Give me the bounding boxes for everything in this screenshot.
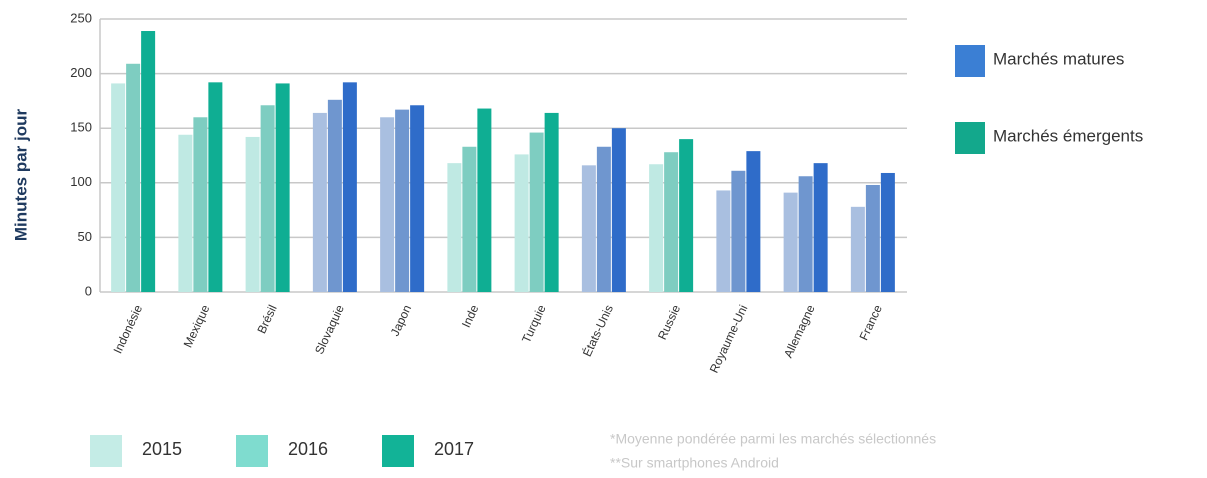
- x-tick-label: Allemagne: [781, 302, 818, 360]
- legend-swatch: [90, 435, 122, 467]
- bar: [679, 139, 694, 292]
- legend-label: 2016: [288, 439, 328, 459]
- y-axis-label: Minutes par jour: [11, 109, 30, 242]
- footnote: **Sur smartphones Android: [610, 455, 779, 471]
- legend-swatch: [382, 435, 414, 467]
- legend-label: 2015: [142, 439, 182, 459]
- bar: [850, 206, 865, 292]
- bar: [477, 108, 492, 292]
- bar: [611, 128, 626, 292]
- bar: [581, 165, 596, 292]
- legend-label: Marchés matures: [993, 49, 1124, 68]
- bar: [544, 112, 559, 292]
- bar: [245, 136, 260, 292]
- bar: [395, 109, 410, 292]
- bar: [462, 146, 477, 292]
- bar: [731, 170, 746, 292]
- x-tick-label: Japon: [388, 303, 415, 339]
- bar: [260, 105, 275, 292]
- bar: [813, 163, 828, 292]
- bar: [514, 154, 529, 292]
- bar: [208, 82, 223, 292]
- bar: [596, 146, 611, 292]
- bar: [447, 163, 462, 292]
- y-tick-label: 50: [78, 229, 92, 244]
- x-tick-label: États-Unis: [579, 302, 616, 359]
- x-tick-label: Royaume-Uni: [707, 303, 751, 375]
- y-tick-label: 0: [85, 283, 92, 298]
- y-tick-label: 250: [70, 10, 92, 25]
- x-tick-label: Turquie: [519, 302, 549, 345]
- bar: [193, 117, 208, 292]
- bar: [783, 192, 798, 292]
- x-tick-label: Brésil: [254, 303, 279, 336]
- y-tick-label: 100: [70, 174, 92, 189]
- bar: [664, 152, 679, 292]
- bar: [798, 176, 813, 292]
- bar: [880, 172, 895, 292]
- x-tick-label: Inde: [459, 302, 482, 329]
- legend-swatch: [236, 435, 268, 467]
- bar: [111, 83, 126, 292]
- bar: [126, 63, 141, 292]
- x-tick-label: France: [856, 302, 885, 342]
- x-tick-label: Indonésie: [111, 302, 146, 355]
- legend-label: Marchés émergents: [993, 126, 1143, 145]
- x-tick-label: Russie: [655, 302, 683, 341]
- footnote: *Moyenne pondérée parmi les marchés séle…: [610, 431, 936, 447]
- bar: [275, 83, 290, 292]
- bar: [178, 134, 193, 292]
- bar: [342, 82, 357, 292]
- bar: [746, 151, 761, 292]
- y-tick-label: 200: [70, 65, 92, 80]
- x-tick-label: Slovaquie: [312, 302, 347, 356]
- x-tick-label: Mexique: [181, 302, 213, 349]
- bar: [865, 184, 880, 292]
- legend-label: 2017: [434, 439, 474, 459]
- bar: [380, 117, 395, 292]
- legend-swatch: [955, 122, 985, 154]
- y-tick-label: 150: [70, 120, 92, 135]
- bar: [312, 112, 327, 292]
- bar: [141, 31, 156, 293]
- bar: [327, 99, 342, 292]
- bar: [529, 132, 544, 292]
- bar: [649, 164, 664, 292]
- bar: [410, 105, 425, 292]
- bar: [716, 190, 731, 292]
- legend-swatch: [955, 45, 985, 77]
